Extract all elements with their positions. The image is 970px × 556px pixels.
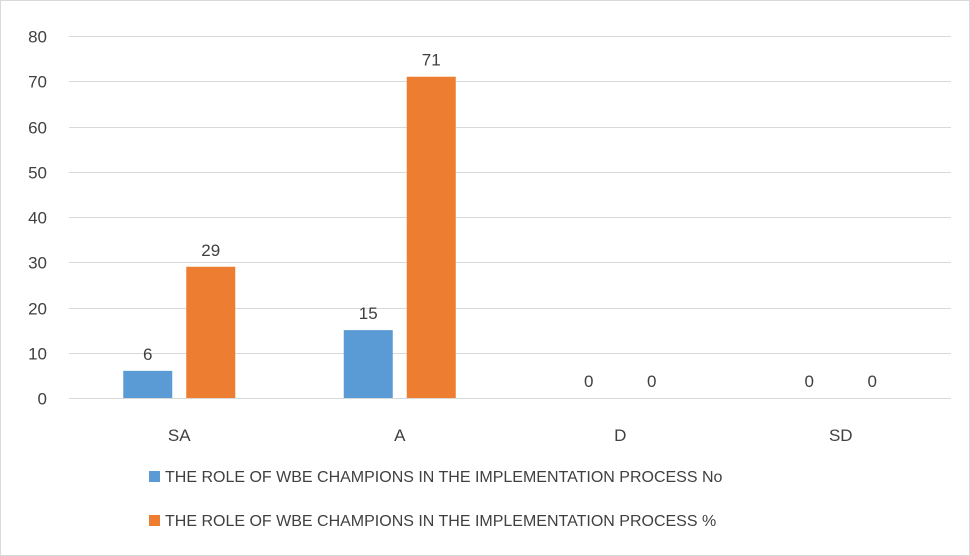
x-tick-label: SA — [168, 426, 191, 445]
y-tick-label: 40 — [28, 209, 47, 228]
legend: THE ROLE OF WBE CHAMPIONS IN THE IMPLEME… — [149, 469, 723, 530]
y-tick-label: 60 — [28, 119, 47, 138]
data-label: 29 — [201, 241, 220, 260]
y-tick-label: 50 — [28, 164, 47, 183]
bar — [343, 330, 393, 398]
y-tick-label: 20 — [28, 300, 47, 319]
legend-entry: THE ROLE OF WBE CHAMPIONS IN THE IMPLEME… — [149, 469, 723, 486]
y-axis-ticks: 0 10 20 30 40 50 60 70 80 — [28, 28, 47, 409]
data-label: 6 — [143, 345, 152, 364]
data-label: 0 — [647, 372, 656, 391]
legend-entry: THE ROLE OF WBE CHAMPIONS IN THE IMPLEME… — [149, 513, 716, 530]
bars — [123, 76, 456, 398]
y-tick-label: 70 — [28, 73, 47, 92]
data-label: 71 — [422, 51, 441, 70]
bar — [406, 76, 456, 398]
x-tick-label: SD — [829, 426, 853, 445]
bar — [186, 266, 236, 398]
y-tick-label: 10 — [28, 345, 47, 364]
x-tick-label: A — [394, 426, 406, 445]
legend-label: THE ROLE OF WBE CHAMPIONS IN THE IMPLEME… — [165, 513, 716, 530]
bar — [123, 370, 173, 398]
legend-swatch — [149, 471, 160, 482]
data-label: 0 — [584, 372, 593, 391]
y-tick-label: 30 — [28, 254, 47, 273]
x-tick-label: D — [614, 426, 626, 445]
y-tick-label: 0 — [38, 390, 47, 409]
data-label: 0 — [868, 372, 877, 391]
data-label: 0 — [805, 372, 814, 391]
x-axis-ticks: SA A D SD — [168, 426, 853, 445]
data-label: 15 — [359, 304, 378, 323]
data-labels: 6 29 15 71 0 0 0 0 — [143, 51, 877, 391]
legend-swatch — [149, 515, 160, 526]
y-tick-label: 80 — [28, 28, 47, 47]
legend-label: THE ROLE OF WBE CHAMPIONS IN THE IMPLEME… — [165, 469, 723, 486]
